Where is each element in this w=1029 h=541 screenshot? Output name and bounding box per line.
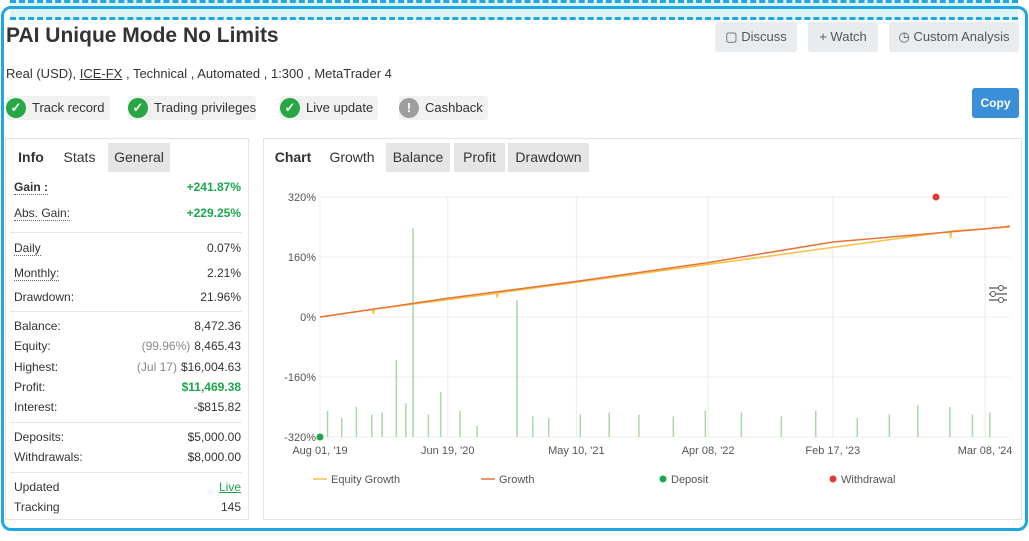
y-tick-label: 160%: [288, 252, 316, 264]
series-line: [319, 226, 1011, 318]
custom-analysis-button[interactable]: ◷ Custom Analysis: [889, 22, 1019, 52]
legend-swatch: [829, 475, 837, 483]
stat-value: (Jul 17) $16,004.63: [136, 360, 241, 374]
chart-tab[interactable]: Drawdown: [508, 143, 589, 172]
legend-label: Growth: [499, 474, 534, 486]
stat-value: 21.96%: [200, 290, 241, 304]
stats-panel: [5, 138, 249, 520]
x-tick-label: Mar 08, '24: [958, 445, 1013, 457]
y-tick-label: 0%: [300, 312, 316, 324]
badge: ✓ Track record: [6, 96, 110, 120]
stat-value: 145: [220, 500, 241, 514]
stat-label: Withdrawals:: [14, 450, 83, 464]
meta: Real (USD), ICE-FX , Technical , Automat…: [6, 66, 392, 81]
stat-label: Abs. Gain:: [14, 206, 71, 221]
legend-label: Equity Growth: [331, 474, 400, 486]
y-tick-label: -160%: [284, 372, 316, 384]
x-tick-label: May 10, '21: [548, 445, 605, 457]
chart: 320% 160% 0% -160% -320%Aug 01, '19 Jun 19, '…: [284, 192, 1013, 486]
x-tick-label: Jun 19, '20: [421, 445, 474, 457]
chart-panel: [263, 138, 1022, 520]
stat-value: (99.96%) 8,465.43: [141, 339, 241, 353]
badge-label: Cashback: [425, 100, 483, 115]
stat-value: $8,000.00: [187, 450, 241, 464]
stat-value: 2.21%: [206, 266, 241, 280]
stat-label: Updated: [14, 480, 60, 494]
x-tick-label: Aug 01, '19: [292, 445, 347, 457]
broker-link[interactable]: ICE-FX: [79, 66, 123, 81]
copy-button[interactable]: Copy: [972, 88, 1019, 118]
badge-icon: ✓: [280, 97, 300, 118]
stat-note: (Jul 17): [136, 360, 177, 374]
stat-note: (99.96%): [141, 339, 191, 353]
stat-label: Profit:: [14, 380, 46, 394]
stat-label: Highest:: [14, 360, 59, 374]
stat-label: Daily: [14, 241, 41, 256]
stats-tab[interactable]: Stats: [55, 143, 104, 172]
y-tick-label: 320%: [288, 192, 316, 204]
x-tick-label: Apr 08, '22: [682, 445, 735, 457]
stat-value: $5,000.00: [187, 430, 241, 444]
badge-label: Live update: [306, 100, 374, 115]
stat-value[interactable]: Live: [218, 480, 241, 494]
meta-prefix: Real (USD),: [6, 66, 77, 81]
stat-label: Deposits:: [14, 430, 65, 444]
stats-tab[interactable]: General: [108, 143, 170, 172]
meta-suffix: , Technical , Automated , 1:300 , MetaTr…: [125, 66, 392, 81]
legend-label: Deposit: [671, 474, 708, 486]
stat-label: Monthly:: [14, 266, 60, 281]
top-band: [10, 0, 1018, 20]
stat-value: +229.25%: [186, 206, 241, 220]
badge-icon: ✓: [6, 97, 26, 118]
stat-value: +241.87%: [186, 180, 241, 194]
chart-tab[interactable]: Growth: [322, 143, 382, 172]
separator: [10, 422, 242, 423]
badge-label: Trading privileges: [154, 100, 257, 115]
stat-value: 0.07%: [206, 241, 241, 255]
stat-value: $11,469.38: [181, 380, 241, 394]
badge: ✓ Trading privileges: [128, 96, 256, 120]
watch-button[interactable]: + Watch: [808, 22, 878, 52]
custom-label: Custom Analysis: [913, 29, 1010, 44]
badge: ✓ Live update: [280, 96, 378, 120]
settings-icon: [998, 297, 1004, 303]
chart-tab[interactable]: Balance: [386, 143, 450, 172]
badge-label: Track record: [32, 100, 105, 115]
y-tick-label: -320%: [284, 432, 316, 444]
stat-label: Equity:: [14, 339, 51, 353]
settings-icon: [990, 291, 996, 297]
badge-icon: !: [399, 97, 419, 118]
chart-tab[interactable]: Profit: [454, 143, 505, 172]
stat-label: Gain :: [14, 180, 49, 195]
frame: [1, 6, 1028, 531]
stat-label: Tracking: [14, 500, 60, 514]
stat-label: Balance:: [14, 319, 61, 333]
series-point: [316, 433, 324, 441]
settings-icon: [998, 285, 1004, 291]
stats-tab[interactable]: Info: [18, 149, 44, 165]
legend-swatch: [659, 475, 667, 483]
watch-label: Watch: [830, 29, 867, 44]
separator: [10, 472, 242, 473]
x-tick-label: Feb 17, '23: [805, 445, 860, 457]
separator: [10, 232, 242, 233]
chart-tab: Chart: [274, 149, 312, 165]
series-point: [932, 193, 940, 201]
title: PAI Unique Mode No Limits: [6, 24, 279, 47]
separator: [10, 311, 242, 312]
stat-label: Drawdown:: [14, 290, 75, 304]
discuss-label: Discuss: [741, 29, 787, 44]
stat-value: 8,472.36: [194, 319, 241, 333]
series-line: [319, 225, 1011, 318]
discuss-button[interactable]: ▢ Discuss: [715, 22, 797, 52]
badge-icon: ✓: [128, 97, 148, 118]
badge: ! Cashback: [399, 96, 488, 120]
legend-label: Withdrawal: [841, 474, 895, 486]
stat-value: -$815.82: [193, 400, 241, 414]
stat-label: Interest:: [14, 400, 58, 414]
